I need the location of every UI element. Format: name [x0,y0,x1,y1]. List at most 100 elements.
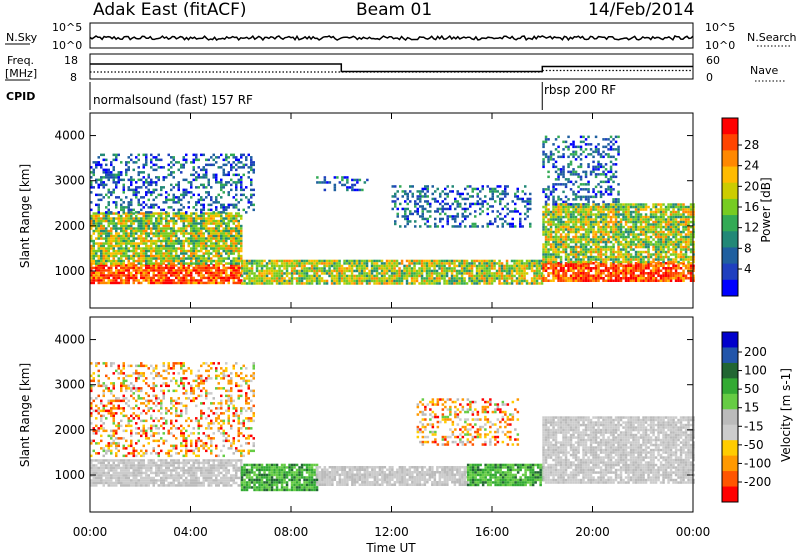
data-cell [475,267,479,270]
data-cell [617,228,620,231]
data-cell [488,269,491,273]
data-cell [237,181,240,184]
data-cell [353,264,356,268]
data-cell [265,277,269,280]
data-cell [95,166,98,169]
data-cell [552,264,555,267]
data-cell [562,205,565,209]
data-cell [642,203,645,206]
data-cell [215,181,218,184]
data-cell [654,230,658,234]
data-cell [140,266,143,270]
data-cell [205,227,208,230]
data-cell [115,281,118,285]
data-cell [140,186,143,189]
data-cell [225,242,228,245]
data-cell [557,215,560,219]
data-cell [448,282,451,285]
data-cell [90,227,93,230]
data-cell [410,262,414,265]
data-cell [513,262,516,265]
data-cell [404,215,407,218]
data-cell [115,212,118,215]
data-cell [533,282,536,285]
data-cell [624,220,628,224]
data-cell [400,269,404,273]
data-cell [510,282,514,285]
data-cell [100,242,103,245]
data-cell [278,269,281,273]
data-cell [587,279,590,282]
data-cell [649,274,653,277]
data-cell [117,227,120,230]
data-cell [225,276,228,280]
data-cell [200,153,203,157]
data-cell [202,208,205,212]
data-cell [185,271,188,275]
data-cell [230,227,233,230]
data-cell [125,171,128,174]
data-cell [100,266,103,270]
data-cell [388,269,391,273]
data-cell [569,230,573,234]
data-cell [145,257,148,260]
data-cell [142,217,145,220]
data-cell [594,274,598,277]
data-cell [95,212,98,215]
data-cell [215,161,218,164]
data-cell [584,279,588,282]
data-cell [604,225,608,229]
data-cell [554,264,558,267]
data-cell [200,274,203,277]
data-cell [634,277,638,280]
data-cell [335,264,339,268]
data-cell [215,198,218,202]
data-cell [190,274,193,277]
data-cell [147,276,150,280]
data-cell [117,178,120,182]
data-cell [380,262,384,265]
data-cell [92,249,95,253]
data-cell [634,205,638,209]
data-cell [120,214,123,218]
data-cell [491,192,494,196]
data-cell [170,237,173,240]
data-cell [187,237,190,240]
data-cell [649,215,653,219]
data-cell [197,201,200,204]
data-cell [142,214,145,218]
data-cell [450,279,454,283]
data-cell [167,153,170,157]
data-cell [215,222,218,225]
data-cell [107,266,110,270]
data-cell [582,233,585,236]
data-cell [465,269,469,273]
data-cell [205,252,208,255]
data-cell [523,277,526,280]
data-cell [391,200,394,203]
data-cell [692,274,695,277]
data-cell [582,274,585,277]
data-cell [430,279,434,283]
data-cell [632,272,635,275]
data-cell [232,206,235,209]
data-cell [112,264,115,267]
data-cell [290,264,294,268]
data-cell [215,201,218,204]
data-cell [222,271,225,275]
data-cell [167,237,170,240]
data-cell [97,224,100,228]
data-cell [614,267,618,270]
data-cell [197,227,200,230]
data-cell [92,279,95,282]
data-cell [609,225,613,229]
data-cell [132,266,135,270]
data-cell [679,267,683,270]
data-cell [167,224,170,228]
data-cell [235,219,238,223]
data-cell [252,188,255,192]
data-cell [500,267,504,270]
data-cell [252,208,255,212]
data-cell [142,176,145,179]
data-cell [358,269,361,273]
